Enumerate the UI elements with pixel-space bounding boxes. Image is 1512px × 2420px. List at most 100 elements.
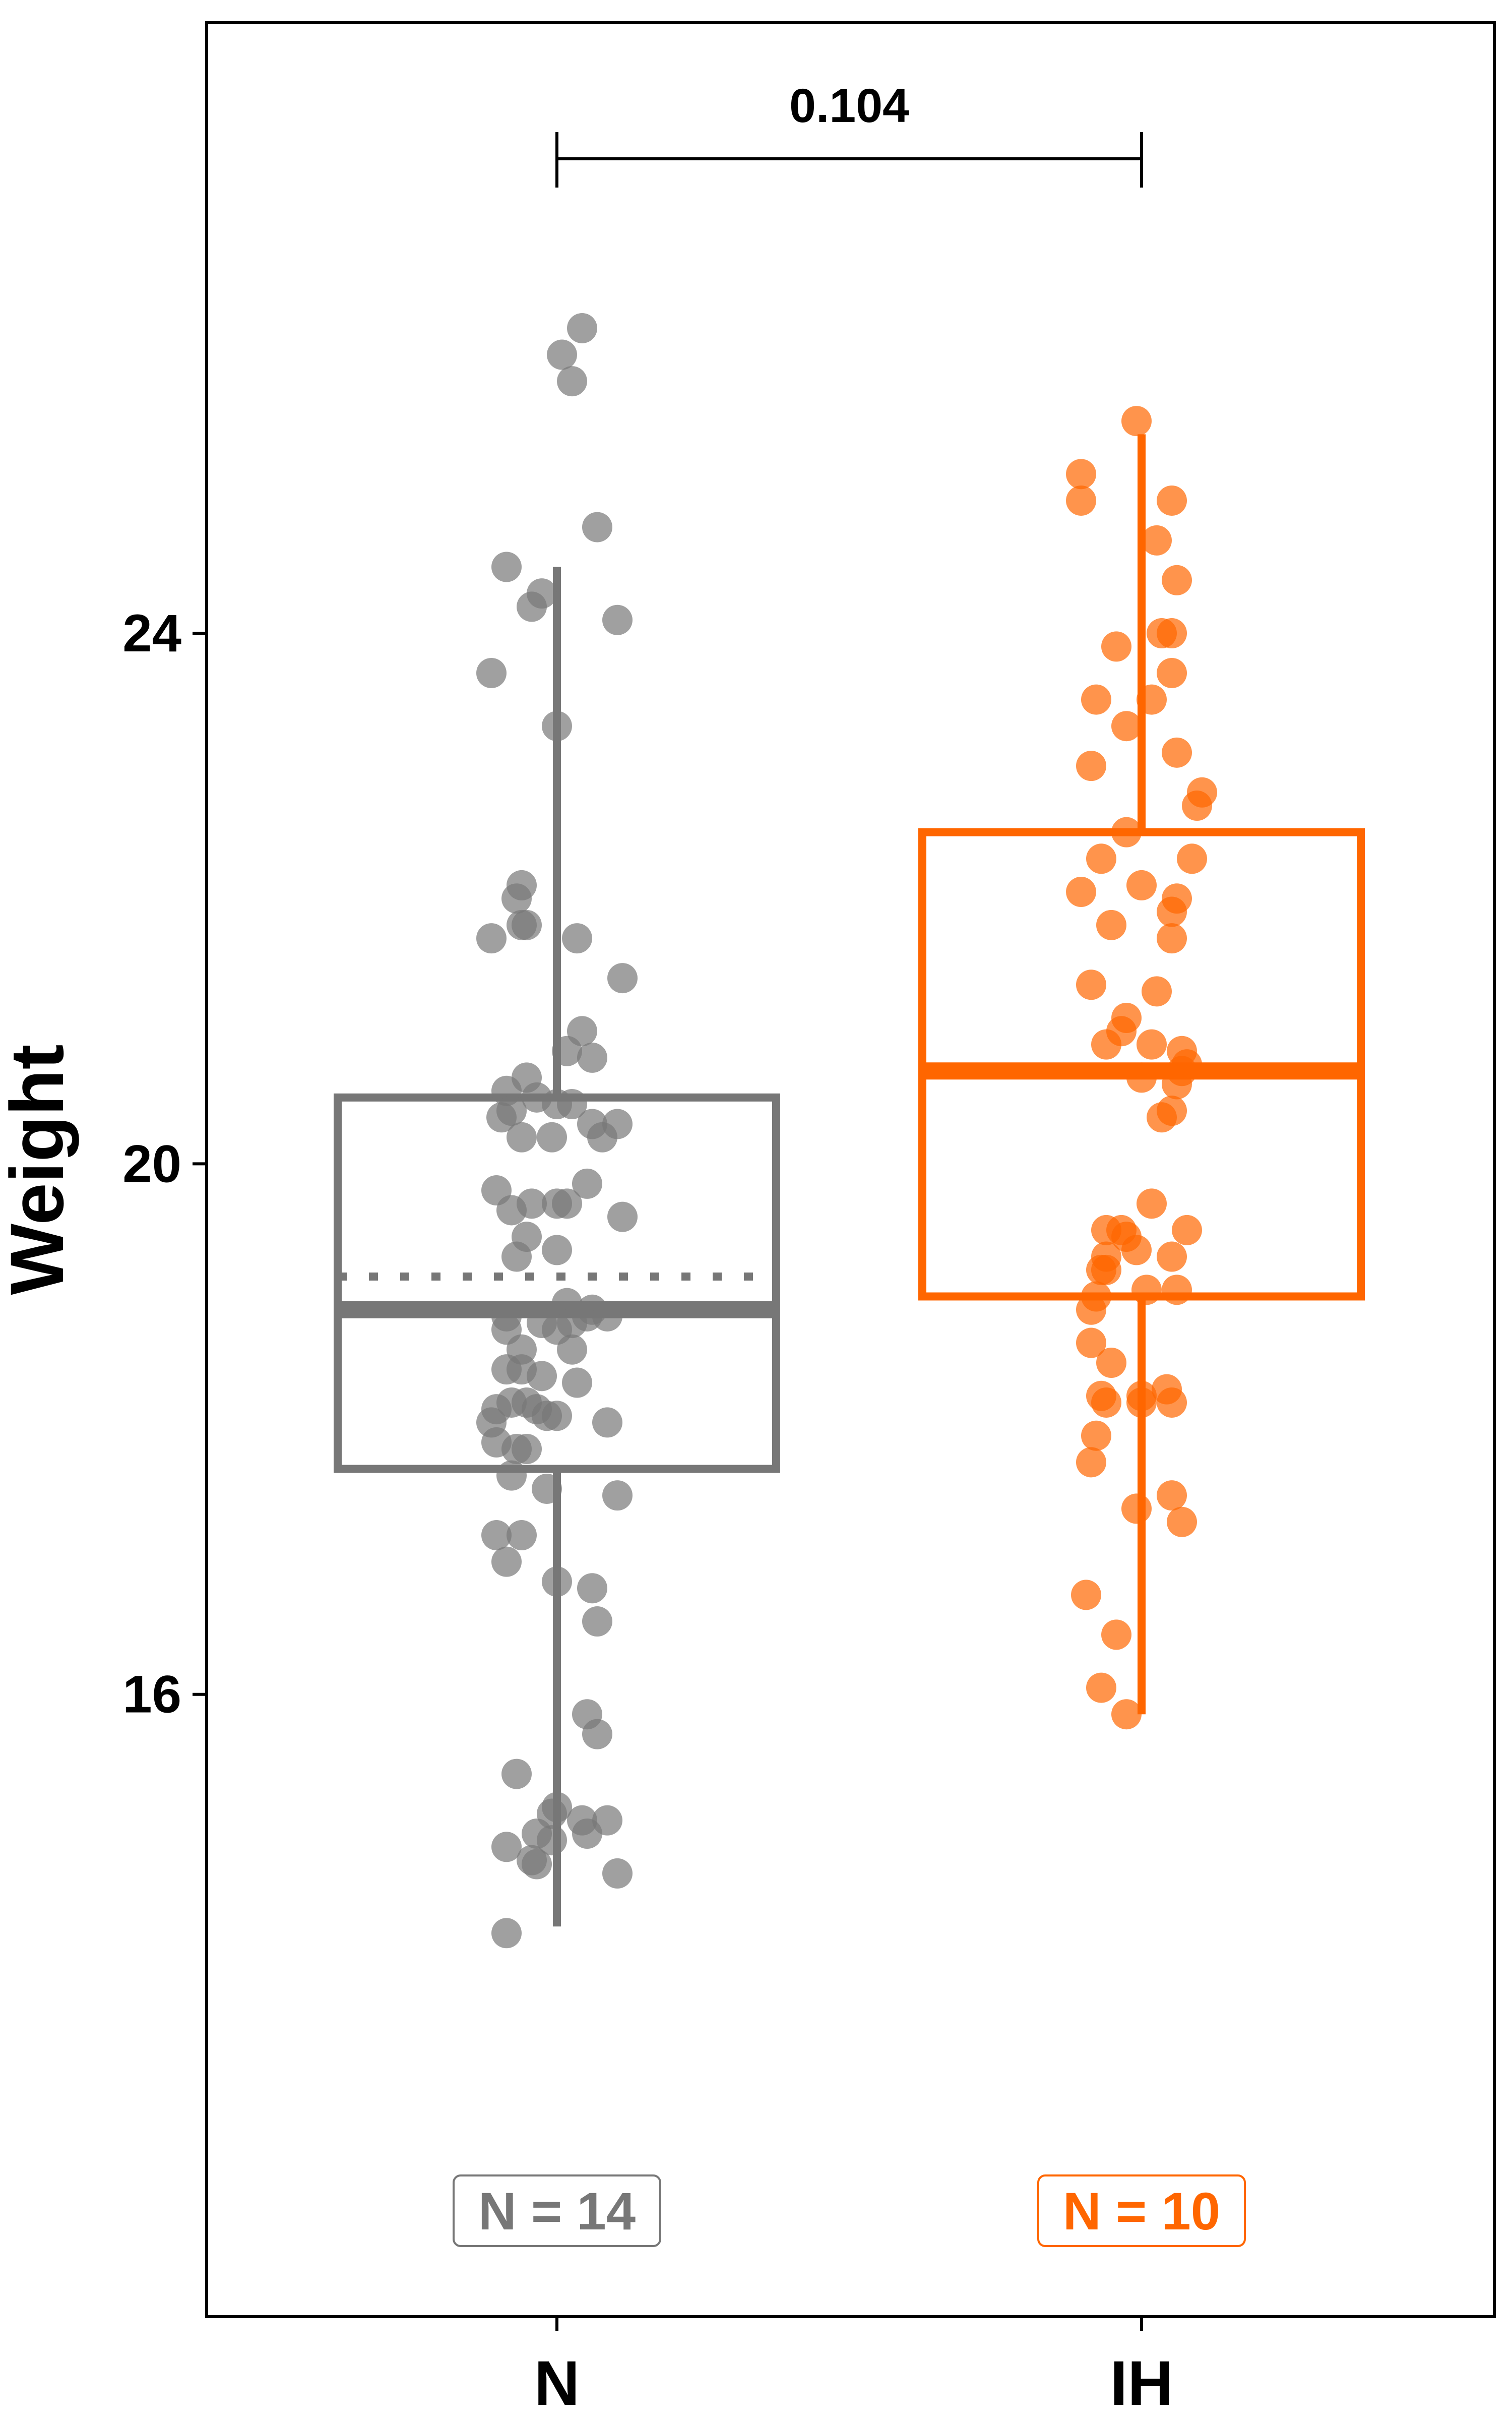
count-label-box [453, 2174, 661, 2247]
data-point [507, 1520, 537, 1551]
data-point [1147, 1102, 1177, 1133]
data-point [1076, 970, 1106, 1000]
data-point [1137, 1029, 1167, 1060]
data-point [1081, 1420, 1111, 1451]
data-point [542, 1235, 572, 1265]
data-point [1066, 485, 1096, 516]
data-point [1157, 1387, 1187, 1418]
data-point [592, 1301, 622, 1332]
data-point [1126, 1387, 1157, 1418]
data-point [1081, 684, 1111, 715]
data-point [501, 1241, 532, 1272]
data-point [1126, 870, 1157, 900]
data-point [572, 1818, 602, 1849]
data-point [527, 1361, 557, 1392]
data-point [552, 1188, 582, 1219]
data-point [607, 1201, 638, 1232]
count-label-text: N = 10 [1063, 2182, 1220, 2241]
data-point [577, 1042, 607, 1073]
data-point [476, 657, 507, 688]
data-point [607, 963, 638, 994]
data-point [507, 910, 537, 940]
data-point [491, 552, 522, 582]
p-value-label: 0.104 [789, 79, 909, 133]
y-tick-label: 24 [122, 604, 181, 663]
data-point [1157, 896, 1187, 927]
data-point [572, 1168, 602, 1199]
data-point [501, 883, 532, 914]
data-point [491, 1832, 522, 1862]
data-point [1172, 1215, 1202, 1245]
data-point [592, 1407, 622, 1438]
data-point [1066, 877, 1096, 908]
data-point [1076, 751, 1106, 781]
data-point [582, 512, 612, 542]
data-point [542, 1566, 572, 1597]
data-point [557, 366, 587, 397]
data-point [1147, 618, 1177, 649]
data-point [557, 1334, 587, 1365]
data-point [557, 1089, 587, 1119]
count-label-box [1037, 2174, 1246, 2247]
data-point [1142, 525, 1172, 556]
data-point [1157, 1241, 1187, 1272]
y-tick-label: 16 [122, 1665, 181, 1724]
data-point [532, 1473, 562, 1504]
data-point [1111, 711, 1142, 742]
count-label-n: N = 14 [453, 2174, 661, 2247]
data-point [1162, 737, 1192, 768]
x-tick-label: N [534, 2348, 580, 2418]
count-label-text: N = 14 [478, 2182, 636, 2241]
data-point [1096, 1348, 1126, 1378]
data-point [587, 1122, 617, 1153]
data-point [1126, 1062, 1157, 1093]
data-point [1142, 976, 1172, 1007]
data-point [1157, 485, 1187, 516]
data-point [567, 313, 597, 343]
data-point [1066, 459, 1096, 490]
data-point [1086, 1672, 1116, 1703]
data-point [491, 1918, 522, 1949]
data-point [1167, 1506, 1197, 1537]
data-point [542, 711, 572, 742]
y-axis-label: Weight [0, 1044, 79, 1295]
data-point [496, 1460, 527, 1491]
data-point [1091, 1387, 1121, 1418]
significance-bracket: 0.104 [555, 79, 1143, 188]
data-point [552, 1036, 582, 1066]
data-point [1157, 923, 1187, 954]
data-point [476, 923, 507, 954]
data-point [1111, 1699, 1142, 1730]
data-point [486, 1102, 517, 1133]
data-point [1071, 1580, 1101, 1610]
data-point [582, 1719, 612, 1749]
data-point [537, 1825, 567, 1856]
data-point [1131, 1275, 1162, 1305]
data-point [1086, 1254, 1116, 1285]
data-point [1121, 406, 1152, 437]
data-point [1137, 684, 1167, 715]
data-point [602, 604, 633, 635]
data-point [501, 1759, 532, 1789]
x-tick-label: IH [1110, 2348, 1173, 2418]
data-point [1121, 1235, 1152, 1265]
data-point [1091, 1029, 1121, 1060]
data-point [562, 1367, 592, 1398]
data-point [1101, 631, 1131, 662]
data-point [577, 1573, 607, 1604]
data-point [1076, 1447, 1106, 1478]
data-point [517, 591, 547, 622]
data-point [1121, 1493, 1152, 1524]
data-point [481, 1520, 512, 1551]
plot-panel [205, 21, 1496, 2318]
y-tick-label: 20 [122, 1134, 181, 1193]
data-point [522, 1849, 552, 1880]
data-point [1162, 1275, 1192, 1305]
data-point [537, 1122, 567, 1153]
data-point [602, 1858, 633, 1889]
data-point [1162, 565, 1192, 595]
data-point [1177, 843, 1207, 874]
data-point [542, 1401, 572, 1431]
data-point [507, 1122, 537, 1153]
